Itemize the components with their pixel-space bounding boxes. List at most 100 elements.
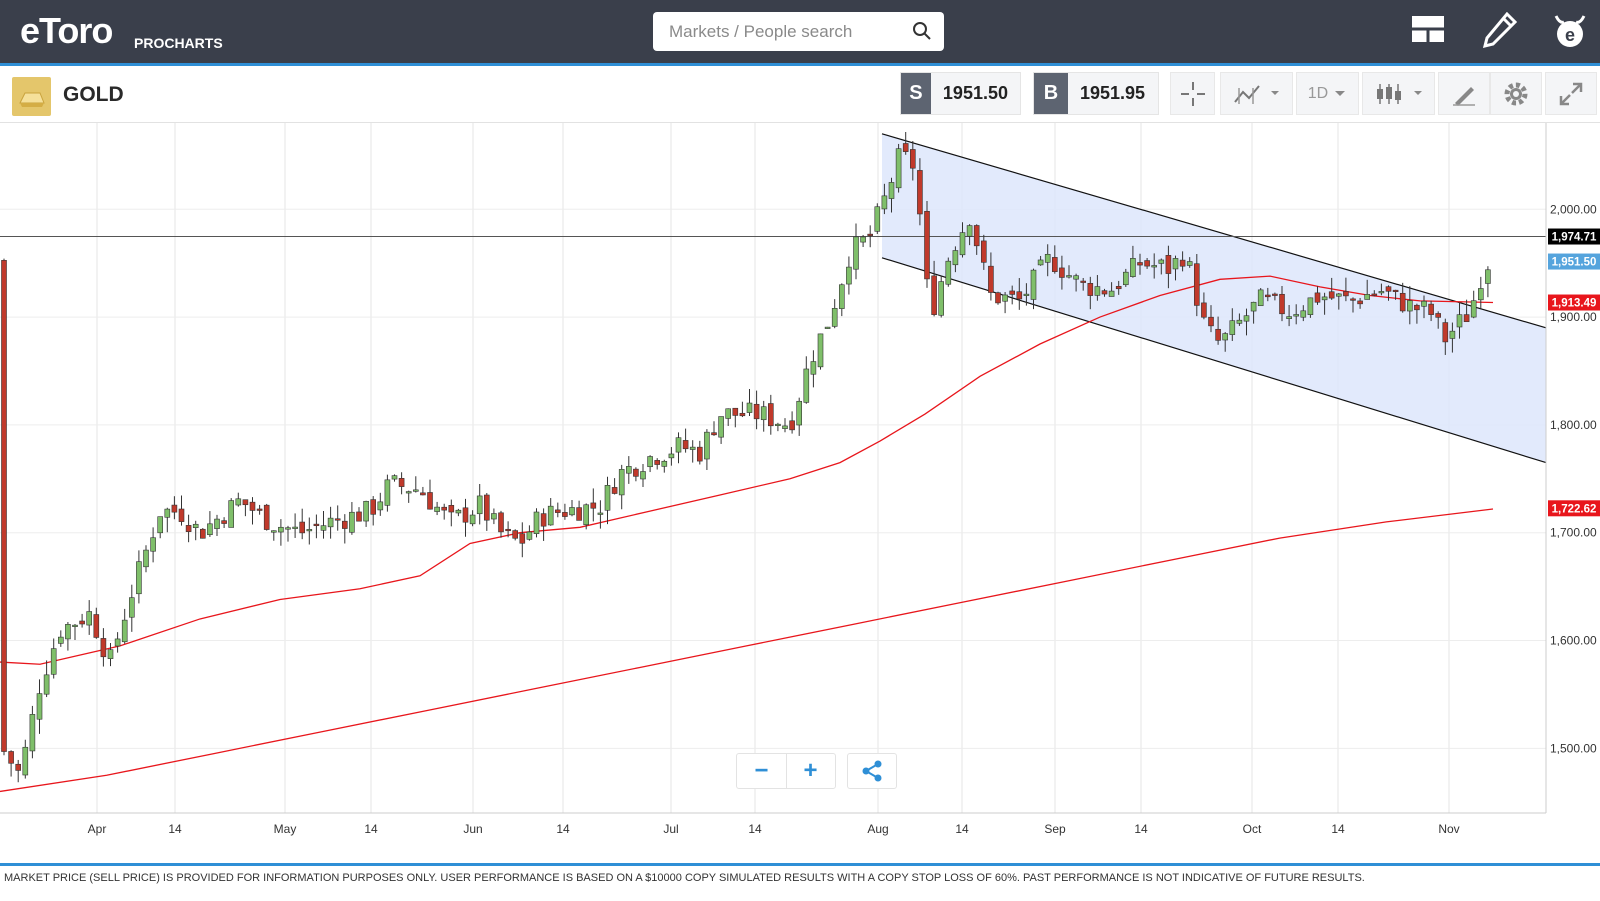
candle-body (1037, 259, 1044, 266)
candle-body (29, 714, 36, 752)
trend-channel-upper-line[interactable] (881, 133, 1547, 329)
fullscreen-icon (1559, 82, 1583, 105)
candle-body (661, 460, 668, 467)
candles-dropdown[interactable] (1362, 72, 1435, 115)
zoom-in-button[interactable]: + (803, 757, 818, 784)
candle-body (540, 513, 547, 527)
candle-body (1229, 320, 1236, 335)
candle-body (1030, 269, 1037, 300)
candle-body (1343, 291, 1349, 297)
candle-body (1442, 322, 1449, 343)
layout-icon[interactable] (1411, 12, 1445, 46)
candle-body (1236, 319, 1243, 324)
crosshair-button[interactable] (1170, 72, 1215, 115)
candle-body (363, 500, 369, 522)
candle-body (1186, 261, 1193, 266)
candle-body (1243, 315, 1250, 322)
candle-body (384, 479, 391, 506)
candle-body (1350, 298, 1356, 301)
candle-body (1399, 292, 1406, 312)
x-tick-label: Jun (463, 822, 482, 836)
candle-body (320, 525, 327, 531)
candle-body (583, 504, 590, 526)
y-tick-label: 1,900.00 (1550, 310, 1597, 324)
candle-body (221, 520, 227, 524)
candle-body (1314, 292, 1321, 303)
candle-body (178, 508, 185, 522)
candle-body (100, 638, 107, 658)
candle-body (1421, 300, 1427, 307)
candle-body (1165, 255, 1172, 274)
x-tick-label: May (274, 822, 297, 836)
candle-body (817, 333, 824, 368)
etoro-avatar-icon[interactable]: e (1552, 12, 1588, 50)
candle-body (775, 423, 781, 427)
drawing-tools-button[interactable] (1438, 72, 1490, 115)
y-tick-label: 1,800.00 (1550, 418, 1597, 432)
candle-body (278, 526, 284, 533)
candle-body (618, 469, 625, 496)
chevron-down-icon (1335, 90, 1346, 96)
candle-body (682, 440, 689, 450)
candle-body (604, 485, 611, 511)
x-tick-label: 14 (955, 822, 969, 836)
candle-body (1407, 300, 1413, 312)
candle-body (838, 284, 845, 309)
candle-body (966, 225, 973, 237)
candle-body (8, 751, 14, 764)
search-icon[interactable] (912, 21, 932, 41)
x-tick-label: 14 (748, 822, 762, 836)
fullscreen-button[interactable] (1545, 72, 1597, 115)
candle-body (512, 530, 519, 539)
sell-price: 1951.50 (942, 83, 1008, 103)
candle-body (909, 149, 916, 169)
zoom-out-button[interactable]: − (738, 754, 787, 788)
share-button[interactable] (847, 753, 897, 789)
settings-button[interactable] (1490, 72, 1542, 115)
etoro-logo[interactable]: eToro (20, 10, 113, 51)
candle-body (647, 456, 653, 468)
candle-body (803, 368, 810, 403)
pencil-icon[interactable] (1481, 12, 1517, 52)
candle-body (576, 507, 582, 521)
candle-body (1250, 301, 1257, 312)
candle-body (412, 489, 419, 492)
candle-body (207, 523, 213, 536)
candle-body (824, 326, 831, 329)
candle-body (1087, 283, 1094, 296)
buy-price: 1951.95 (1080, 83, 1146, 103)
candle-body (696, 446, 703, 462)
candle-body (476, 495, 483, 515)
candle-body (157, 516, 163, 534)
candle-body (988, 265, 994, 293)
search-input[interactable] (667, 21, 911, 43)
candle-body (1414, 304, 1420, 311)
candle-body (1428, 303, 1434, 315)
sell-button[interactable]: S 1951.50 (900, 72, 1021, 115)
x-tick-label: 14 (364, 822, 378, 836)
search-box[interactable] (653, 12, 944, 51)
moving-average-50-line (0, 275, 1494, 665)
candle-body (1137, 262, 1143, 266)
buy-button[interactable]: B 1951.95 (1033, 72, 1159, 115)
candle-body (689, 446, 696, 450)
x-tick-label: Sep (1044, 822, 1066, 836)
candle-body (1265, 294, 1271, 298)
candle-body (1279, 293, 1285, 315)
candle-body (341, 520, 348, 529)
chart-type-dropdown[interactable] (1220, 72, 1293, 115)
candle-body (945, 260, 952, 285)
interval-dropdown[interactable]: 1D (1296, 72, 1359, 115)
candle-body (526, 531, 533, 540)
candle-body (625, 466, 632, 474)
candle-body (732, 407, 739, 416)
candle-body (36, 693, 43, 720)
candle-body (924, 211, 930, 280)
candle-body (192, 523, 199, 528)
candle-body (491, 513, 497, 520)
candle-body (711, 432, 717, 436)
candle-body (888, 182, 895, 199)
price-chart[interactable]: 1,500.00 1,600.00 1,700.00 1,800.00 1,900.00… (0, 123, 1600, 863)
candle-body (1300, 310, 1307, 318)
candle-body (1371, 293, 1378, 296)
